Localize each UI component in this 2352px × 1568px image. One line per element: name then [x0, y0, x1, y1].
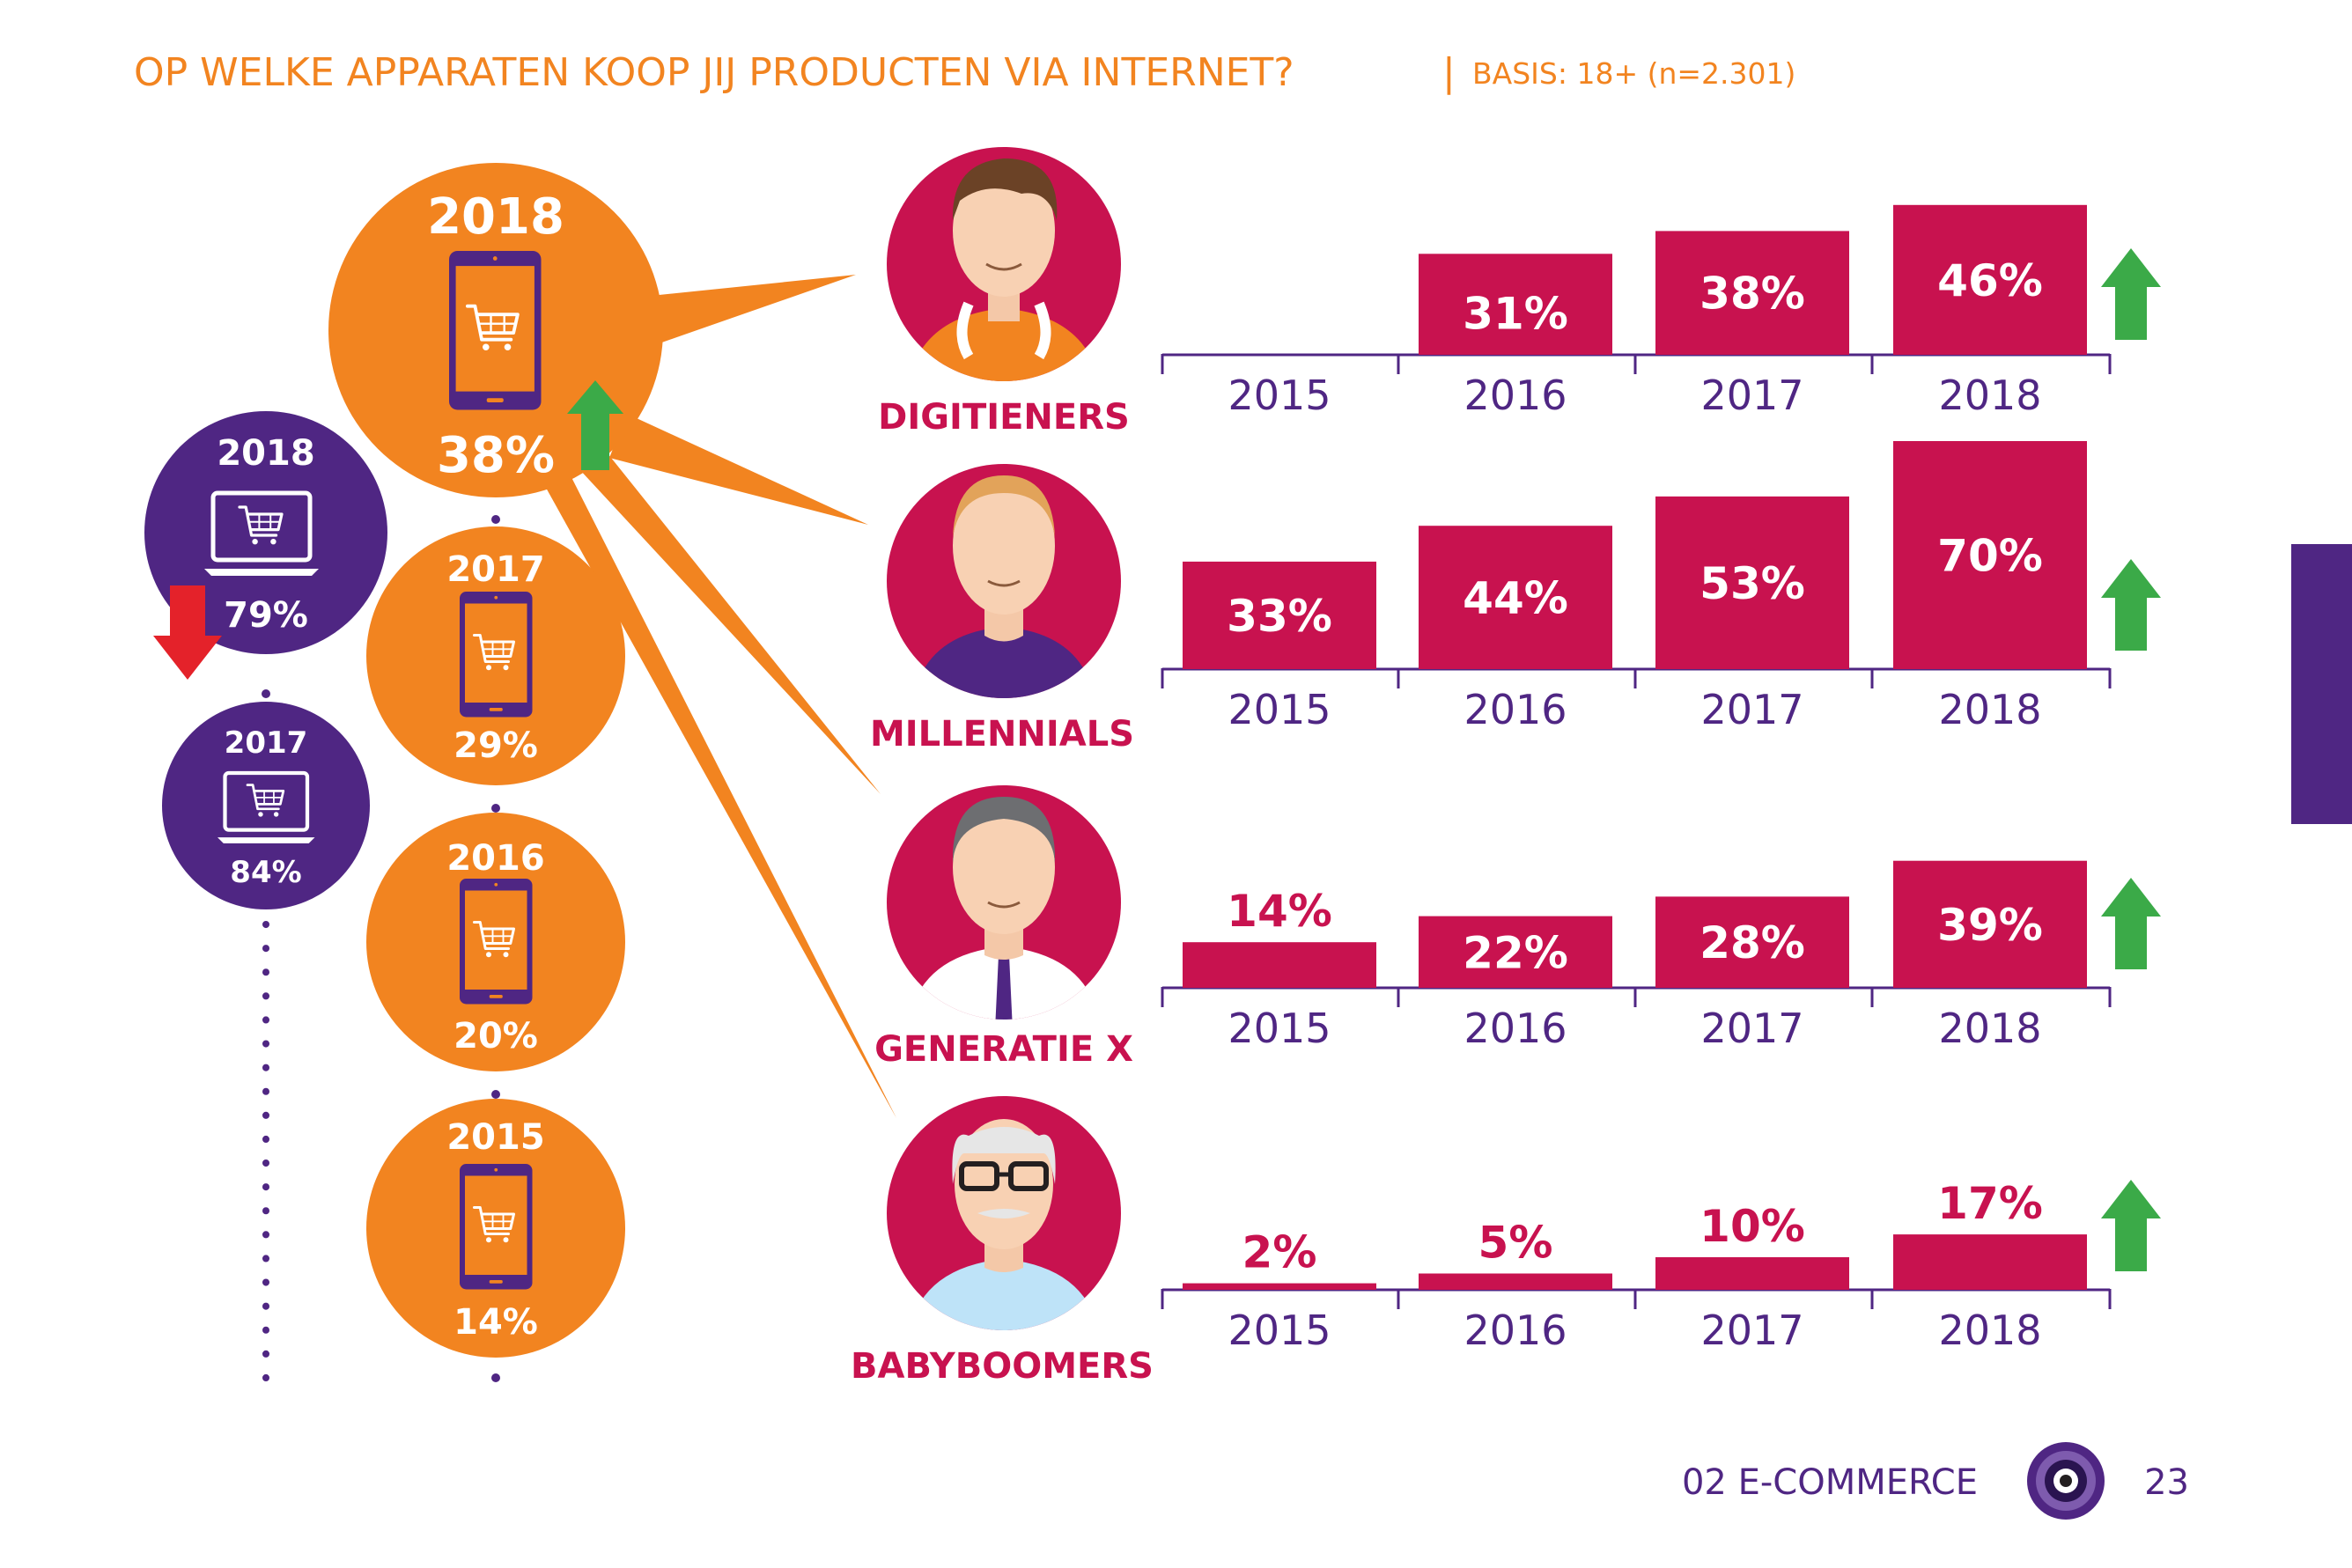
- x-tick-label: 2018: [1938, 1307, 2041, 1354]
- arrow-up-icon: [2101, 878, 2161, 969]
- bar: [1183, 942, 1376, 988]
- bar-charts: 2015 31% 2016 38% 2017 46% 2018 33% 2015 44% 2016 5…: [1161, 204, 2161, 1354]
- x-tick-label: 2015: [1228, 372, 1331, 419]
- bar-value-label: 38%: [1699, 269, 1805, 320]
- x-tick-label: 2017: [1700, 1307, 1803, 1354]
- bar-value-label: 53%: [1699, 558, 1805, 609]
- group-label-generatie-x: GENERATIE X: [874, 1029, 1133, 1070]
- group-label-millennials: MILLENNIALS: [870, 714, 1134, 755]
- bar-value-label: 2%: [1242, 1227, 1317, 1278]
- bar-value-label: 44%: [1463, 573, 1568, 624]
- bar: [1893, 204, 2087, 355]
- smartphone-2016-circle: 2016 20%: [366, 813, 625, 1071]
- x-tick-label: 2016: [1464, 686, 1567, 733]
- footer-section-label: 02 E-COMMERCE: [1682, 1462, 1978, 1503]
- x-tick-label: 2015: [1228, 1005, 1331, 1052]
- laptop-2017-year: 2017: [225, 725, 308, 761]
- chart-digitieners: 2015 31% 2016 38% 2017 46% 2018: [1161, 204, 2161, 419]
- connector-rays: [520, 275, 896, 1118]
- smartphone-2015-circle: 2015 14%: [366, 1099, 625, 1358]
- x-tick-label: 2016: [1464, 1307, 1567, 1354]
- smartphone-timeline: 2018 38% 2017 29% 2016 20% 2015 14%: [328, 163, 663, 1382]
- bar: [1655, 1257, 1849, 1290]
- x-tick-label: 2017: [1700, 1005, 1803, 1052]
- group-label-babyboomers: BABYBOOMERS: [851, 1346, 1154, 1387]
- bar: [1893, 860, 2087, 988]
- smartphone-2018-year: 2018: [427, 188, 564, 246]
- bar-value-label: 31%: [1463, 289, 1568, 340]
- arrow-up-icon: [2101, 559, 2161, 651]
- smartphone-2017-year: 2017: [446, 549, 544, 590]
- arrow-up-icon: [2101, 248, 2161, 340]
- smartphone-cart-icon: [460, 1164, 533, 1290]
- section-side-tab[interactable]: [2291, 544, 2352, 824]
- smartphone-cart-icon: [460, 879, 533, 1005]
- title-separator: |: [1442, 50, 1456, 95]
- eye-logo-icon: [2027, 1442, 2105, 1520]
- avatar-digitieners: [887, 147, 1121, 381]
- chart-babyboomers: 2% 2015 5% 2016 10% 2017 17% 2018: [1161, 1178, 2161, 1354]
- bar-value-label: 70%: [1937, 531, 2043, 582]
- bar-value-label: 14%: [1227, 886, 1332, 937]
- smartphone-2018-circle: 2018 38%: [328, 163, 663, 497]
- laptop-2017-circle: 2017 84%: [162, 702, 370, 909]
- x-tick-label: 2018: [1938, 686, 2041, 733]
- page-number: 23: [2144, 1462, 2189, 1503]
- bar: [1419, 1273, 1612, 1290]
- smartphone-2015-year: 2015: [446, 1117, 544, 1158]
- bar-value-label: 17%: [1937, 1178, 2043, 1229]
- bar-value-label: 33%: [1227, 591, 1332, 642]
- x-tick-label: 2018: [1938, 372, 2041, 419]
- bar: [1183, 1283, 1376, 1290]
- smartphone-2018-value: 38%: [437, 427, 555, 484]
- bar: [1419, 916, 1612, 988]
- bar-value-label: 22%: [1463, 927, 1568, 978]
- bar: [1893, 441, 2087, 669]
- bar-value-label: 28%: [1699, 917, 1805, 968]
- arrow-down-icon: [153, 585, 222, 680]
- x-tick-label: 2015: [1228, 686, 1331, 733]
- smartphone-2017-value: 29%: [453, 725, 538, 766]
- smartphone-2016-year: 2016: [446, 838, 544, 879]
- basis-note: BASIS: 18+ (n=2.301): [1472, 56, 1795, 91]
- x-tick-label: 2015: [1228, 1307, 1331, 1354]
- group-label-digitieners: DIGITIENERS: [878, 397, 1130, 438]
- bar-value-label: 5%: [1478, 1218, 1553, 1269]
- bar: [1655, 496, 1849, 669]
- smartphone-cart-icon: [460, 592, 533, 718]
- laptop-2018-value: 79%: [224, 595, 308, 636]
- bar-value-label: 46%: [1937, 255, 2043, 306]
- bar: [1655, 231, 1849, 355]
- smartphone-cart-icon: [449, 251, 542, 410]
- x-tick-label: 2016: [1464, 372, 1567, 419]
- laptop-2017-value: 84%: [230, 855, 301, 890]
- smartphone-2016-value: 20%: [453, 1016, 538, 1056]
- bar: [1655, 896, 1849, 988]
- laptop-timeline: 2018 79% 2017 84%: [144, 411, 387, 1381]
- smartphone-2017-circle: 2017 29%: [366, 526, 625, 785]
- avatar-millennials: [887, 464, 1121, 698]
- page-title: OP WELKE APPARATEN KOOP JIJ PRODUCTEN VI…: [134, 50, 1294, 95]
- avatar-babyboomers: [887, 1096, 1121, 1330]
- bar-value-label: 39%: [1937, 900, 2043, 951]
- x-tick-label: 2017: [1700, 372, 1803, 419]
- bar: [1893, 1234, 2087, 1290]
- x-tick-label: 2016: [1464, 1005, 1567, 1052]
- x-tick-label: 2017: [1700, 686, 1803, 733]
- bar-value-label: 10%: [1699, 1201, 1805, 1252]
- x-tick-label: 2018: [1938, 1005, 2041, 1052]
- bar: [1419, 526, 1612, 669]
- laptop-2018-year: 2018: [217, 433, 314, 474]
- bar: [1183, 561, 1376, 669]
- bar: [1419, 254, 1612, 355]
- chart-millennials: 33% 2015 44% 2016 53% 2017 70% 2018: [1161, 441, 2161, 733]
- avatar-generatie-x: [887, 785, 1121, 1020]
- arrow-up-icon: [2101, 1180, 2161, 1271]
- smartphone-2015-value: 14%: [453, 1302, 538, 1343]
- chart-generatie-x: 14% 2015 22% 2016 28% 2017 39% 2018: [1161, 860, 2161, 1052]
